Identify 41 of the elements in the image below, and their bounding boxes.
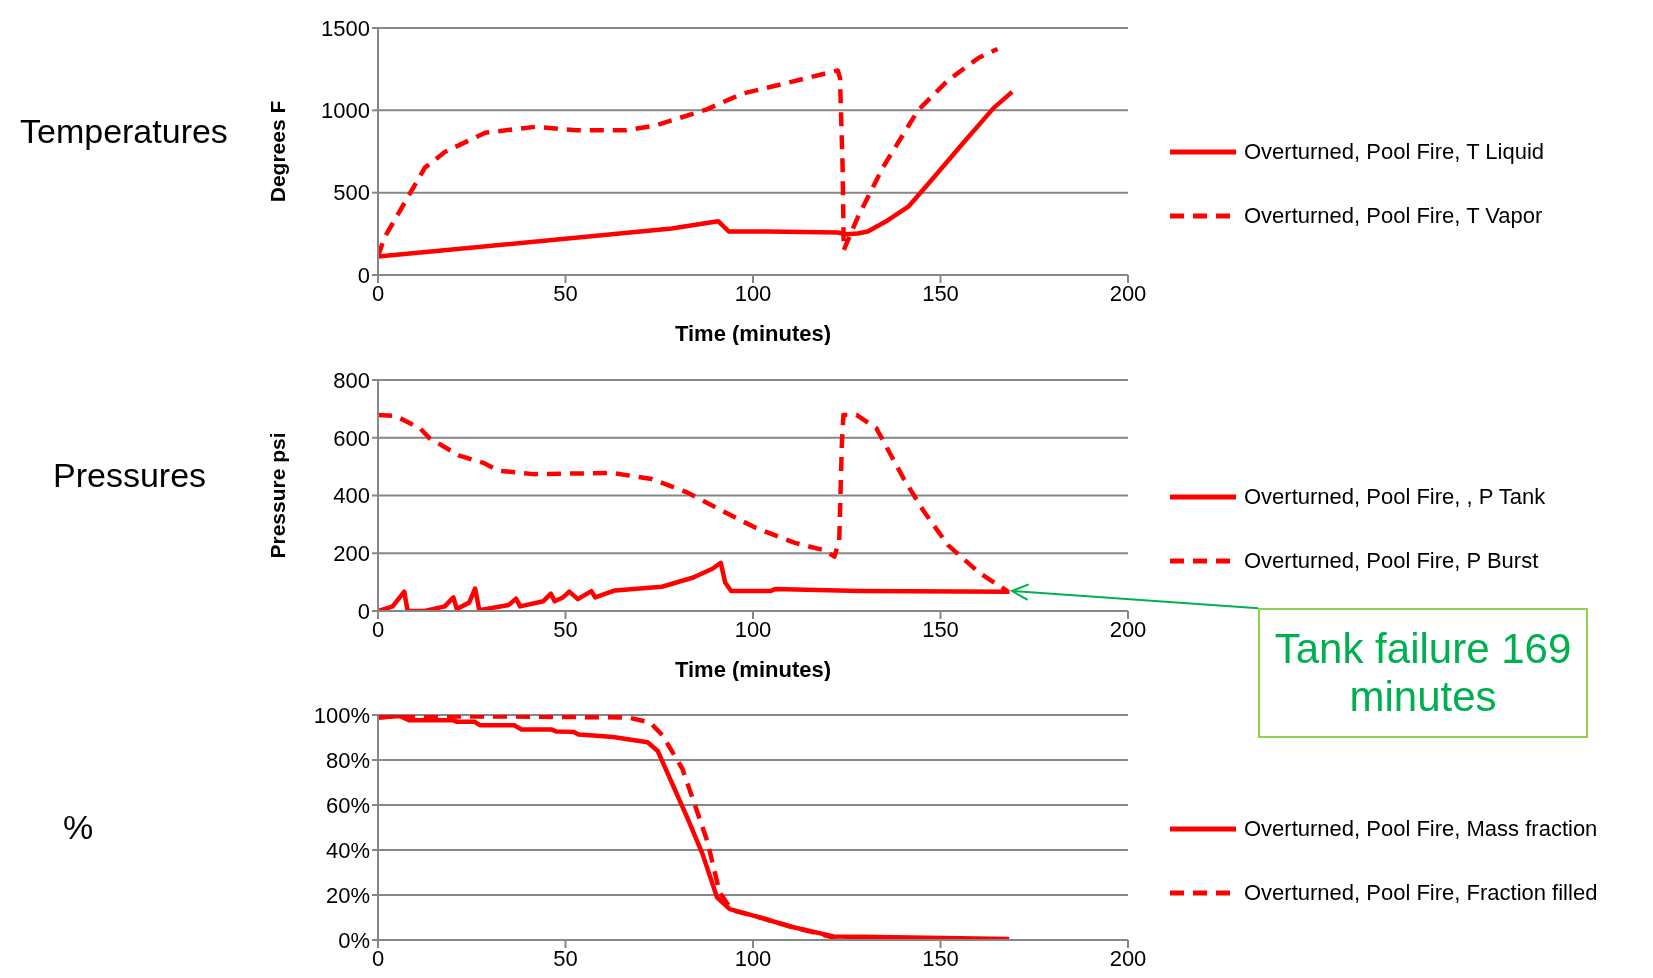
legend-label: Overturned, Pool Fire, P Burst [1244, 547, 1539, 574]
text: Temperatures [20, 111, 228, 151]
x-tick-label: 150 [922, 280, 959, 306]
x-tick-label: 50 [553, 280, 578, 306]
y-tick-label: 800 [333, 367, 370, 393]
y-axis-title: Pressure psi [266, 432, 290, 559]
y-tick-label: 1000 [321, 98, 370, 124]
legend-label: Overturned, Pool Fire, Fraction filled [1244, 880, 1598, 907]
x-tick-label: 100 [734, 616, 772, 642]
y-axis-title: Degrees F [266, 100, 290, 203]
x-tick-label: 50 [553, 616, 578, 642]
y-tick-label: 40% [325, 837, 370, 863]
x-tick-label: 200 [1109, 616, 1147, 642]
text: Pressures [53, 455, 207, 495]
legend-label: Overturned, Pool Fire, T Liquid [1244, 139, 1545, 166]
y-tick-label: 100% [313, 702, 370, 728]
y-axis-title: % [63, 807, 94, 847]
y-tick-label: 60% [325, 792, 370, 818]
x-axis-title: Time (minutes) [674, 321, 832, 346]
legend-label: Overturned, Pool Fire, , P Tank [1244, 483, 1546, 510]
legend-label: Overturned, Pool Fire, Mass fraction [1244, 816, 1598, 843]
x-tick-label: 100 [734, 945, 772, 971]
y-tick-label: 0% [338, 927, 370, 953]
y-tick-label: 0 [357, 598, 370, 624]
x-tick-label: 200 [1109, 280, 1147, 306]
y-tick-label: 0 [357, 262, 370, 288]
x-tick-label: 200 [1109, 945, 1147, 971]
y-tick-label: 80% [325, 747, 370, 773]
x-tick-label: 150 [922, 616, 959, 642]
y-tick-label: 600 [333, 425, 370, 451]
x-tick-label: 100 [734, 280, 772, 306]
y-tick-label: 1500 [321, 15, 370, 41]
annotation: Tank failure 169 minutes [1258, 608, 1588, 738]
legend-label: Overturned, Pool Fire, T Vapor [1244, 203, 1543, 230]
y-tick-label: 400 [333, 483, 370, 509]
y-tick-label: 20% [325, 882, 370, 908]
x-tick-label: 50 [553, 945, 578, 971]
y-tick-label: 500 [333, 180, 370, 206]
x-tick-label: 150 [922, 945, 959, 971]
x-axis-title: Time (minutes) [674, 657, 832, 682]
y-tick-label: 200 [333, 541, 370, 567]
